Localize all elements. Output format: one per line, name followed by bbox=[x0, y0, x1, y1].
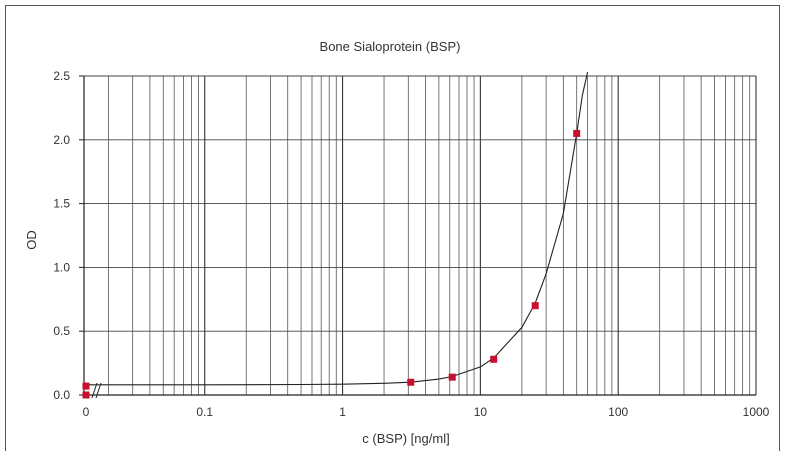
data-points bbox=[82, 129, 581, 399]
x-tick-label: 10 bbox=[474, 405, 488, 419]
x-tick-label: 0 bbox=[83, 405, 90, 419]
y-tick-label: 2.5 bbox=[53, 69, 70, 83]
axis-break-mark bbox=[91, 382, 98, 399]
tick-labels: 0.0 0.5 1.0 1.5 2.0 2.5 0 0.1 1 10 100 1000 bbox=[53, 69, 769, 419]
x-tick-label: 0.1 bbox=[196, 405, 213, 419]
axis-break-mark bbox=[95, 382, 102, 399]
x-tick-label: 1 bbox=[339, 405, 346, 419]
axes bbox=[79, 75, 756, 399]
y-tick-label: 2.0 bbox=[53, 133, 70, 147]
chart-frame: 0.0 0.5 1.0 1.5 2.0 2.5 0 0.1 1 10 100 1000 Bone Si… bbox=[5, 5, 780, 451]
x-tick-label: 1000 bbox=[743, 405, 770, 419]
chart-title: Bone Sialoprotein (BSP) bbox=[320, 39, 461, 54]
grid bbox=[84, 75, 757, 396]
x-axis-label: c (BSP) [ng/ml] bbox=[362, 431, 449, 446]
y-tick-label: 1.0 bbox=[53, 260, 70, 274]
data-point bbox=[82, 382, 90, 390]
y-axis-label: OD bbox=[24, 230, 39, 250]
fit-curve-line bbox=[84, 71, 589, 386]
y-tick-label: 0.5 bbox=[53, 324, 70, 338]
x-tick-label: 100 bbox=[608, 405, 628, 419]
y-tick-label: 1.5 bbox=[53, 197, 70, 211]
chart: 0.0 0.5 1.0 1.5 2.0 2.5 0 0.1 1 10 100 1000 Bone Si… bbox=[24, 39, 770, 446]
data-point bbox=[448, 373, 456, 381]
data-point bbox=[573, 129, 581, 137]
fit-curve bbox=[84, 71, 589, 386]
y-tick-label: 0.0 bbox=[53, 388, 70, 402]
data-point bbox=[531, 302, 539, 310]
data-point bbox=[490, 355, 498, 363]
data-point bbox=[82, 391, 90, 399]
data-point bbox=[407, 378, 415, 386]
